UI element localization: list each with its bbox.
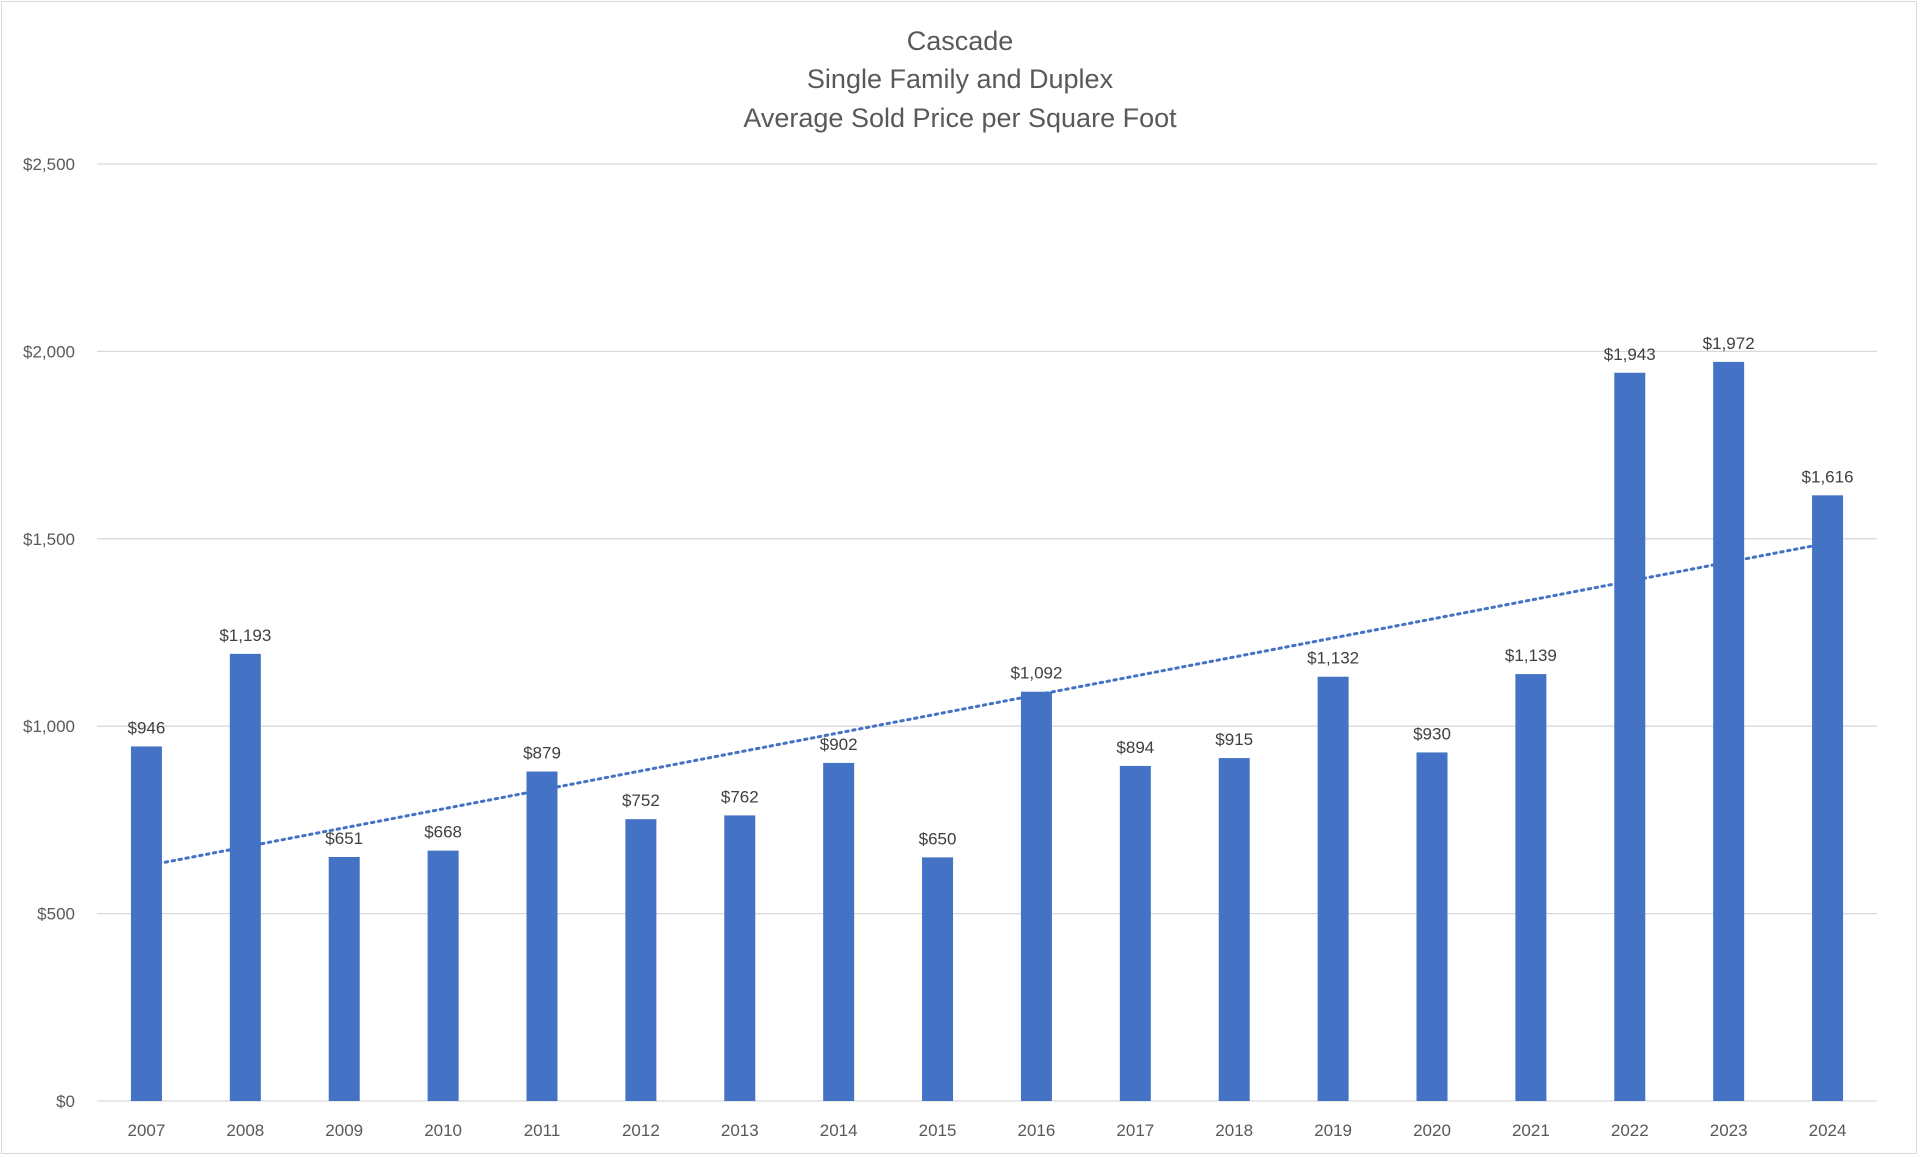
data-labels: $946 $1,193 $651 $668 $879 $752 $762 $902 $650 $1… bbox=[128, 334, 1854, 848]
x-tick-label-2014: 2014 bbox=[820, 1121, 858, 1140]
bar-2008 bbox=[229, 653, 261, 1101]
y-tick-label-1: $500 bbox=[37, 905, 75, 924]
x-tick-label-2009: 2009 bbox=[325, 1121, 363, 1140]
trendline-group bbox=[149, 542, 1823, 867]
data-label-2018: $915 bbox=[1215, 730, 1253, 749]
x-tick-label-2011: 2011 bbox=[524, 1121, 561, 1140]
bar-2012 bbox=[625, 819, 657, 1101]
x-tick-label-2023: 2023 bbox=[1710, 1121, 1748, 1140]
bar-2018 bbox=[1218, 758, 1250, 1101]
data-label-2022: $1,943 bbox=[1604, 345, 1656, 364]
chart-title: Cascade Single Family and Duplex Average… bbox=[743, 26, 1177, 133]
data-label-2013: $762 bbox=[721, 787, 759, 806]
bar-2016 bbox=[1020, 691, 1052, 1101]
data-label-2024: $1,616 bbox=[1802, 467, 1854, 486]
data-label-2023: $1,972 bbox=[1703, 334, 1755, 353]
bar-2024 bbox=[1812, 495, 1844, 1101]
x-axis-ticks: 2007 2008 2009 2010 2011 2012 2013 2014 2015 2016… bbox=[128, 1121, 1847, 1140]
bar-2017 bbox=[1119, 765, 1151, 1101]
x-tick-label-2016: 2016 bbox=[1018, 1121, 1056, 1140]
data-label-2010: $668 bbox=[424, 823, 462, 842]
bar-2019 bbox=[1317, 676, 1349, 1101]
data-label-2011: $879 bbox=[523, 744, 561, 763]
data-label-2014: $902 bbox=[820, 735, 858, 754]
x-tick-label-2017: 2017 bbox=[1116, 1121, 1154, 1140]
bar-2023 bbox=[1713, 361, 1745, 1101]
data-label-2015: $650 bbox=[919, 829, 957, 848]
chart-title-line-1: Cascade bbox=[907, 26, 1014, 56]
y-tick-label-2: $1,000 bbox=[23, 717, 75, 736]
x-tick-label-2012: 2012 bbox=[622, 1121, 660, 1140]
bar-2014 bbox=[823, 762, 855, 1101]
bar-2021 bbox=[1515, 674, 1547, 1101]
bar-2009 bbox=[328, 857, 360, 1101]
x-tick-label-2010: 2010 bbox=[424, 1121, 462, 1140]
chart-title-line-2: Single Family and Duplex bbox=[807, 64, 1114, 94]
chart-title-line-3: Average Sold Price per Square Foot bbox=[743, 103, 1177, 133]
y-tick-label-4: $2,000 bbox=[23, 342, 75, 361]
data-label-2020: $930 bbox=[1413, 724, 1451, 743]
bar-2013 bbox=[724, 815, 756, 1101]
bars bbox=[130, 361, 1844, 1101]
y-tick-label-0: $0 bbox=[56, 1092, 75, 1111]
x-tick-label-2019: 2019 bbox=[1314, 1121, 1352, 1140]
x-tick-label-2015: 2015 bbox=[919, 1121, 957, 1140]
y-tick-label-3: $1,500 bbox=[23, 530, 75, 549]
data-label-2008: $1,193 bbox=[219, 626, 271, 645]
data-label-2019: $1,132 bbox=[1307, 649, 1359, 668]
data-label-2007: $946 bbox=[128, 718, 166, 737]
x-tick-label-2021: 2021 bbox=[1512, 1121, 1550, 1140]
bar-2011 bbox=[526, 771, 558, 1101]
x-tick-label-2018: 2018 bbox=[1215, 1121, 1253, 1140]
x-tick-label-2022: 2022 bbox=[1611, 1121, 1649, 1140]
data-label-2017: $894 bbox=[1116, 738, 1154, 757]
data-label-2012: $752 bbox=[622, 791, 660, 810]
bar-2015 bbox=[922, 857, 954, 1101]
data-label-2021: $1,139 bbox=[1505, 646, 1557, 665]
x-tick-label-2020: 2020 bbox=[1413, 1121, 1451, 1140]
bar-2020 bbox=[1416, 752, 1448, 1101]
bar-2010 bbox=[427, 850, 459, 1101]
x-tick-label-2013: 2013 bbox=[721, 1121, 759, 1140]
bar-2022 bbox=[1614, 372, 1646, 1101]
gridlines bbox=[97, 163, 1877, 1102]
y-tick-label-5: $2,500 bbox=[23, 155, 75, 174]
data-label-2016: $1,092 bbox=[1010, 664, 1062, 683]
x-tick-label-2024: 2024 bbox=[1809, 1121, 1847, 1140]
trendline bbox=[149, 542, 1823, 867]
x-tick-label-2008: 2008 bbox=[226, 1121, 264, 1140]
x-tick-label-2007: 2007 bbox=[128, 1121, 166, 1140]
data-label-2009: $651 bbox=[325, 829, 363, 848]
bar-2007 bbox=[130, 746, 162, 1101]
y-axis-ticks: $0 $500 $1,000 $1,500 $2,000 $2,500 bbox=[23, 155, 75, 1111]
